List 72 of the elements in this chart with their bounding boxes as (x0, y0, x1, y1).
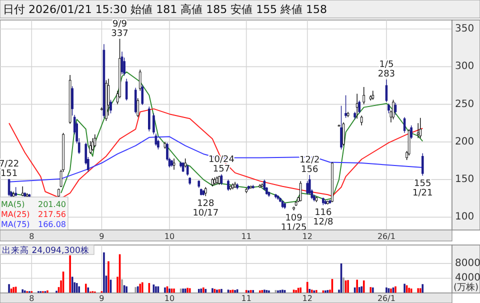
candlestick (340, 105, 342, 150)
candlestick (94, 134, 96, 148)
x-tick-label: 9 (99, 294, 104, 303)
candlestick (372, 90, 374, 100)
chart-title: 日付 2026/01/21 15:30 始値 181 高値 185 安値 155 終値 158 (3, 3, 328, 16)
annotation: 9/9 337 (111, 19, 128, 39)
y-tick-label: 150 (455, 174, 474, 186)
candlestick (186, 164, 189, 176)
candlestick (263, 179, 266, 190)
candlestick (120, 51, 124, 75)
candlestick (138, 69, 142, 92)
x-tick-label: 12 (302, 294, 312, 303)
candlestick (362, 86, 366, 105)
candlestick (306, 180, 309, 195)
annotation: 109 11/25 (280, 213, 307, 233)
candlestick (204, 186, 207, 196)
x-tick-label: 26/1 (377, 294, 396, 303)
candlestick (394, 102, 397, 116)
y-tick-label: 8000 (455, 258, 480, 269)
text: MA(75) 166.08 (1, 220, 66, 229)
candlestick (419, 118, 422, 139)
candlestick (408, 128, 410, 156)
x-tick-label: 10 (164, 232, 175, 241)
candlestick (89, 140, 92, 154)
y-tick-label: 250 (455, 98, 474, 110)
annotation: 7/22 151 (0, 159, 20, 179)
candlestick (385, 79, 388, 102)
candlestick (125, 78, 128, 101)
candlestick (136, 98, 140, 118)
y-tick-label: 350 (455, 24, 474, 35)
x-tick-label: 8 (29, 294, 34, 303)
candlestick (392, 99, 394, 120)
candlestick (403, 116, 406, 134)
x-tick-label: 9 (99, 232, 104, 241)
y-tick-label: 200 (455, 136, 474, 148)
annotation: 128 10/17 (192, 199, 219, 219)
candlestick (356, 93, 358, 119)
candlestick (110, 99, 112, 114)
candlestick (421, 152, 424, 176)
candlestick (92, 138, 94, 152)
annotation: 116 12/8 (313, 208, 334, 228)
x-tick-label: 26/1 (377, 232, 396, 241)
candlestick (299, 180, 302, 202)
x-tick-label: 11 (241, 294, 252, 303)
candlestick (358, 100, 360, 114)
chart-title: 出来高 24,094,300株 (2, 245, 90, 256)
x-tick-label: 12 (302, 232, 312, 241)
y-tick-label: 4000 (455, 272, 480, 284)
candlestick (141, 84, 144, 106)
annotation: 1/5 283 (378, 60, 396, 80)
candlestick (360, 115, 363, 126)
candlestick (184, 158, 186, 168)
x-tick-label: 11 (241, 232, 252, 241)
y-axis-title: (万株) (453, 282, 479, 293)
annotation: 155 1/21 (412, 178, 433, 198)
candlestick (8, 178, 10, 196)
y-tick-label: 100 (455, 212, 474, 223)
candlestick (227, 179, 230, 192)
text: MA(5) 201.40 (1, 200, 66, 209)
series-label: MA(25) 217.56 (1, 210, 66, 219)
candlestick (388, 103, 390, 114)
candlestick (148, 106, 150, 132)
x-tick-label: 8 (29, 232, 34, 241)
candlestick (410, 125, 412, 140)
x-tick-label: 10 (164, 294, 175, 303)
candlestick (172, 158, 176, 170)
candlestick (344, 94, 347, 118)
candlestick (308, 174, 311, 195)
candlestick (134, 87, 137, 114)
candlestick (14, 186, 17, 196)
annotation: 12/2 156 (300, 156, 320, 176)
y-tick-label: 300 (455, 61, 474, 72)
